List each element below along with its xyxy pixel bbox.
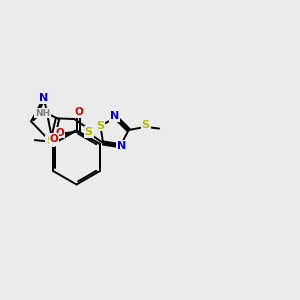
Text: N: N [39,93,49,103]
Text: S: S [96,121,104,130]
Text: O: O [74,107,83,117]
Text: NH: NH [35,109,50,118]
Text: N: N [117,141,126,152]
Text: N: N [110,111,119,122]
Text: S: S [142,120,150,130]
Text: S: S [46,136,54,146]
Text: O: O [50,134,58,143]
Text: O: O [56,128,64,138]
Text: S: S [85,127,93,136]
